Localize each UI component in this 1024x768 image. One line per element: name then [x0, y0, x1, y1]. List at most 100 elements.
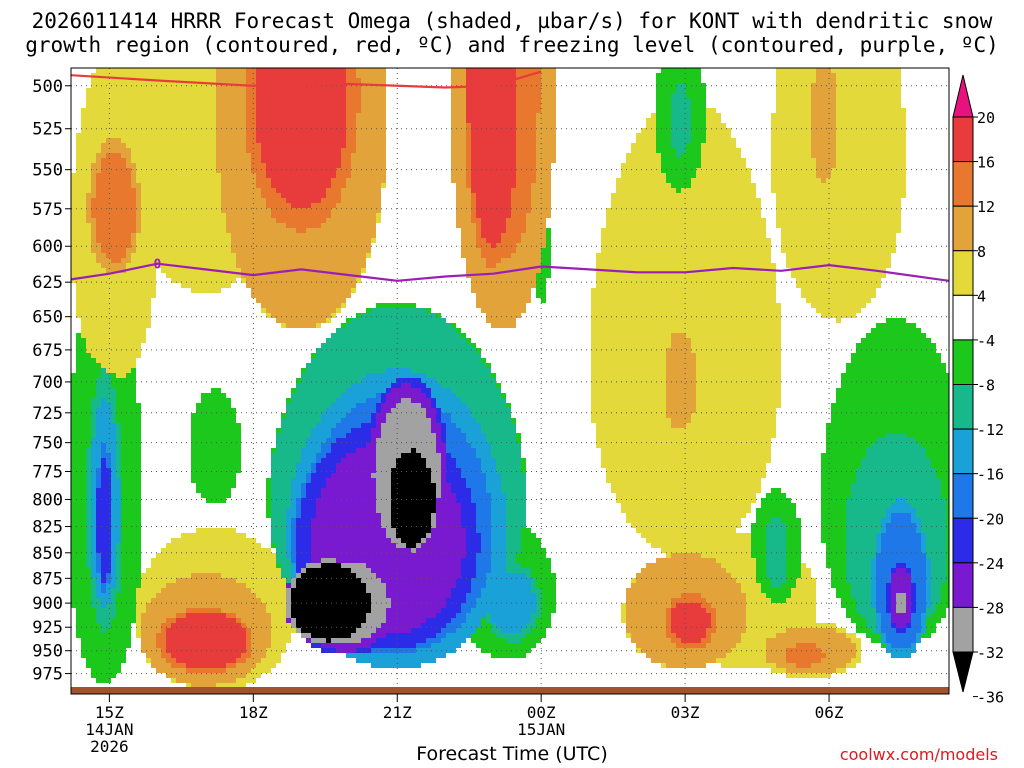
omega-cell: [76, 453, 81, 458]
omega-cell: [71, 423, 76, 428]
omega-cell: [106, 103, 111, 108]
omega-cell: [201, 448, 206, 453]
omega-cell: [121, 388, 126, 393]
omega-cell: [81, 513, 86, 518]
omega-cell: [161, 88, 166, 93]
omega-cell: [126, 628, 131, 633]
omega-cell: [146, 103, 151, 108]
omega-cell: [126, 493, 131, 498]
omega-cell: [86, 403, 91, 408]
omega-cell: [96, 463, 101, 468]
omega-cell: [76, 573, 81, 578]
omega-cell: [126, 563, 131, 568]
omega-cell: [161, 243, 166, 248]
omega-cell: [191, 418, 196, 423]
omega-cell: [141, 598, 146, 603]
omega-cell: [106, 463, 111, 468]
omega-cell: [131, 538, 136, 543]
omega-cell: [136, 533, 141, 538]
omega-cell: [201, 558, 206, 563]
omega-cell: [181, 178, 186, 183]
omega-cell: [161, 613, 166, 618]
omega-cell: [126, 318, 131, 323]
omega-cell: [96, 368, 101, 373]
omega-cell: [121, 298, 126, 303]
omega-cell: [121, 573, 126, 578]
omega-cell: [71, 473, 76, 478]
omega-cell: [76, 423, 81, 428]
omega-cell: [81, 393, 86, 398]
omega-cell: [171, 123, 176, 128]
omega-cell: [111, 558, 116, 563]
omega-cell: [201, 598, 206, 603]
omega-cell: [121, 213, 126, 218]
omega-cell: [181, 138, 186, 143]
omega-cell: [86, 363, 91, 368]
omega-cell: [121, 638, 126, 643]
omega-cell: [201, 478, 206, 483]
omega-cell: [106, 148, 111, 153]
omega-cell: [146, 308, 151, 313]
omega-cell: [166, 228, 171, 233]
omega-cell: [156, 113, 161, 118]
omega-cell: [156, 138, 161, 143]
omega-cell: [121, 333, 126, 338]
omega-cell: [196, 613, 201, 618]
omega-cell: [101, 88, 106, 93]
omega-cell: [86, 513, 91, 518]
omega-cell: [151, 238, 156, 243]
omega-cell: [116, 243, 121, 248]
omega-cell: [101, 263, 106, 268]
omega-cell: [196, 68, 201, 73]
omega-cell: [71, 563, 76, 568]
omega-cell: [71, 248, 76, 253]
omega-cell: [176, 588, 181, 593]
omega-cell: [91, 468, 96, 473]
omega-cell: [126, 638, 131, 643]
omega-cell: [71, 538, 76, 543]
omega-cell: [196, 243, 201, 248]
omega-cell: [106, 603, 111, 608]
omega-cell: [106, 218, 111, 223]
omega-cell: [76, 508, 81, 513]
omega-cell: [196, 583, 201, 588]
omega-cell: [116, 663, 121, 668]
omega-cell: [101, 503, 106, 508]
omega-cell: [196, 413, 201, 418]
omega-cell: [81, 443, 86, 448]
omega-cell: [86, 523, 91, 528]
omega-cell: [196, 248, 201, 253]
omega-cell: [81, 108, 86, 113]
omega-cell: [176, 548, 181, 553]
omega-cell: [86, 213, 91, 218]
omega-cell: [181, 598, 186, 603]
omega-cell: [186, 193, 191, 198]
omega-cell: [71, 443, 76, 448]
omega-cell: [116, 408, 121, 413]
omega-cell: [96, 238, 101, 243]
omega-cell: [116, 218, 121, 223]
omega-cell: [141, 603, 146, 608]
omega-cell: [71, 598, 76, 603]
omega-cell: [146, 583, 151, 588]
omega-cell: [76, 528, 81, 533]
omega-cell: [71, 393, 76, 398]
omega-cell: [151, 183, 156, 188]
omega-cell: [106, 608, 111, 613]
omega-cell: [176, 583, 181, 588]
omega-cell: [71, 458, 76, 463]
omega-cell: [141, 288, 146, 293]
omega-cell: [111, 353, 116, 358]
omega-cell: [171, 113, 176, 118]
omega-cell: [106, 228, 111, 233]
omega-cell: [141, 253, 146, 258]
omega-cell: [101, 668, 106, 673]
omega-cell: [191, 533, 196, 538]
omega-cell: [111, 478, 116, 483]
omega-cell: [156, 153, 161, 158]
omega-cell: [196, 98, 201, 103]
omega-cell: [156, 613, 161, 618]
omega-cell: [96, 533, 101, 538]
omega-cell: [91, 593, 96, 598]
omega-cell: [91, 118, 96, 123]
